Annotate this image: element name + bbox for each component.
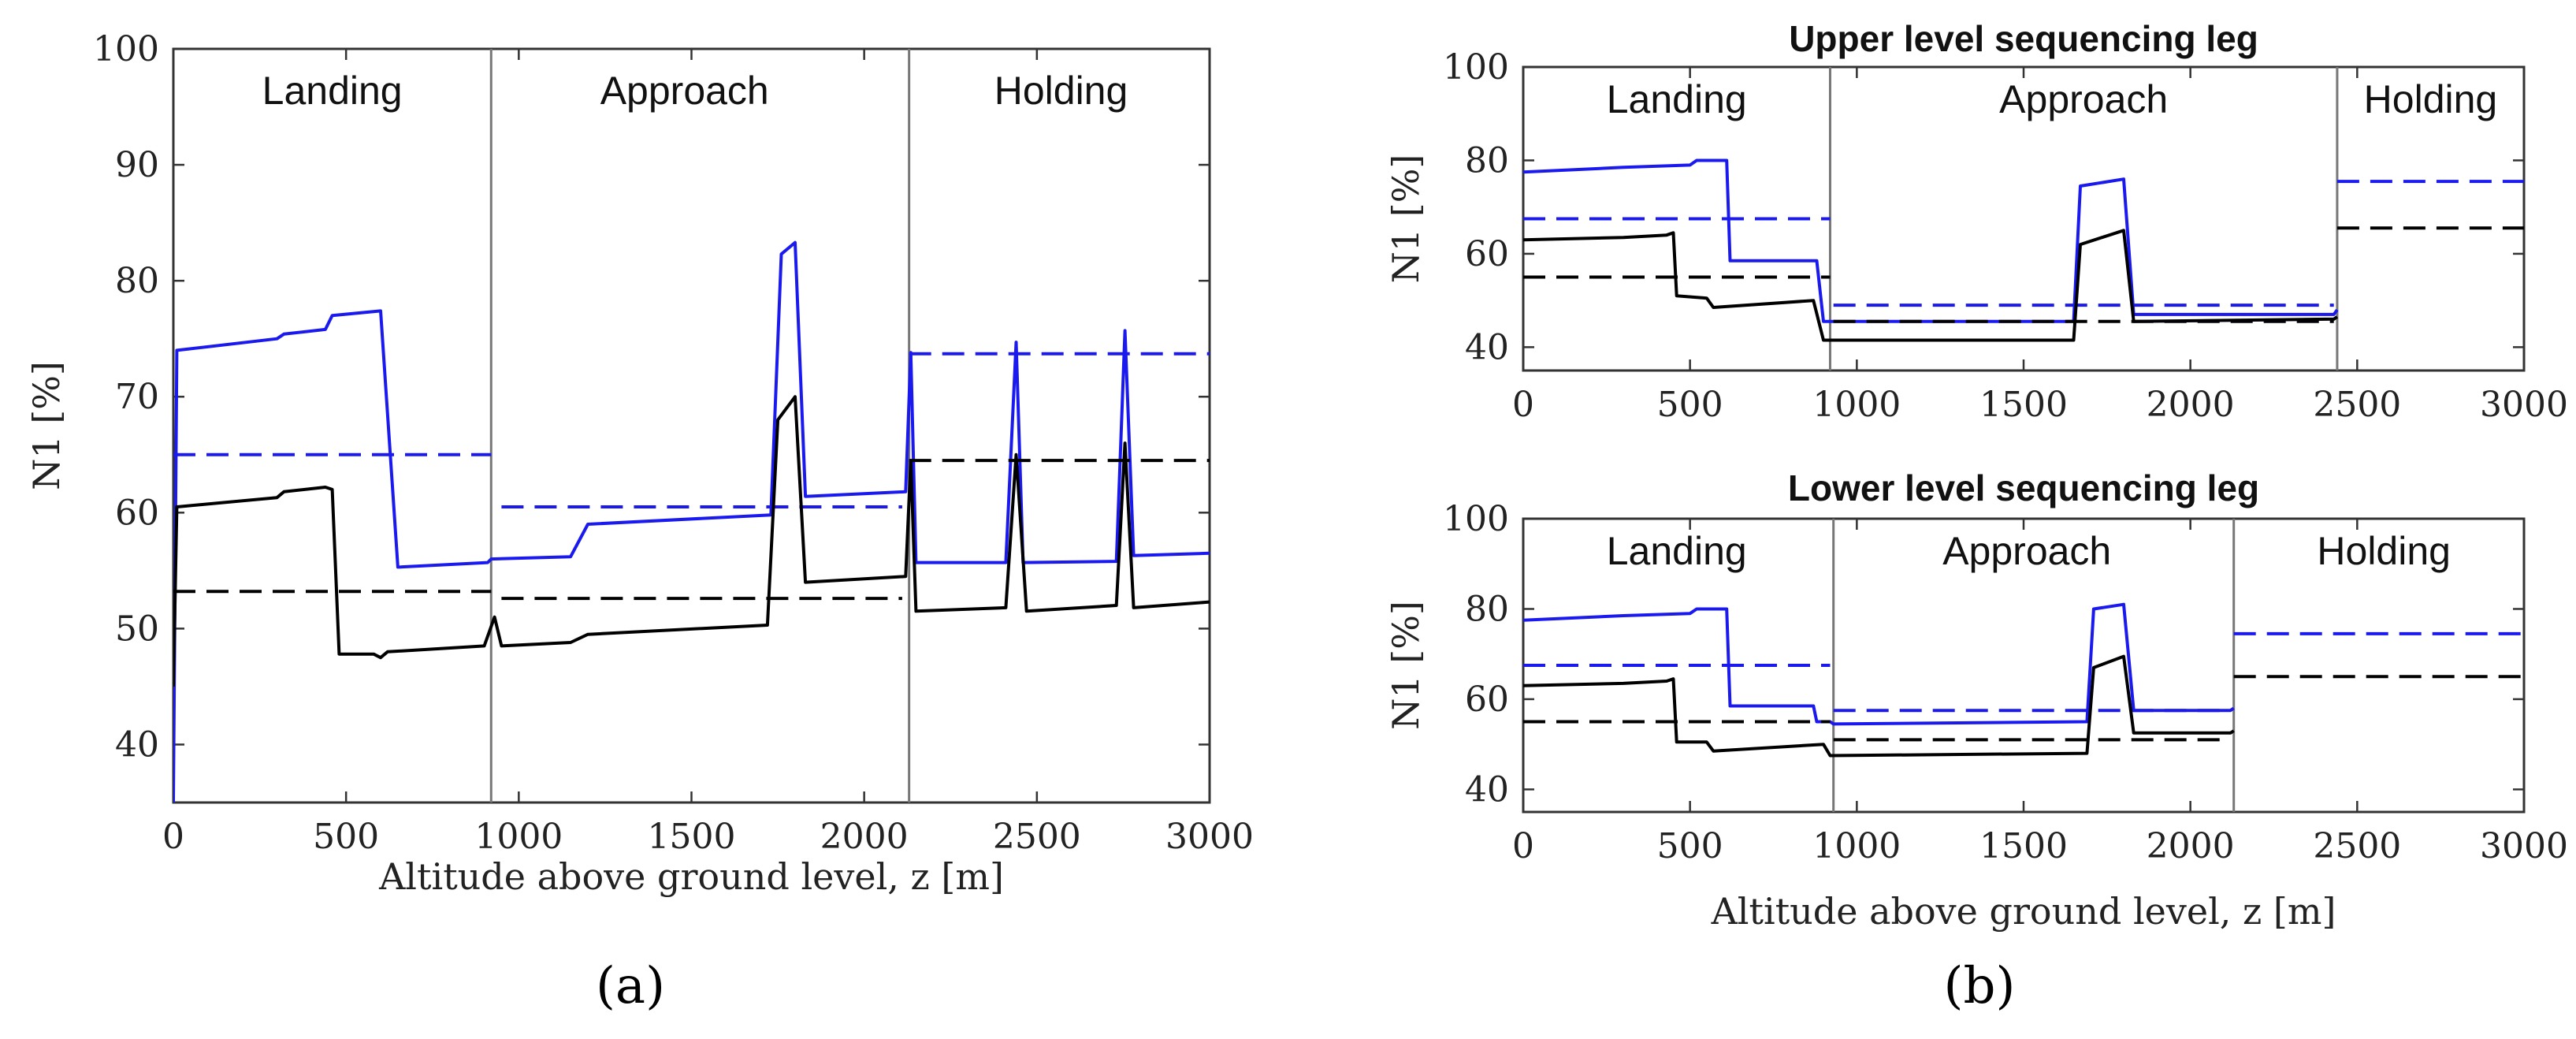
- x-tick-label: 0: [1512, 826, 1534, 866]
- series-line-blue-solid: [173, 240, 1210, 803]
- series-line-black-solid: [1523, 229, 2339, 342]
- chart-title: Lower level sequencing leg: [1788, 467, 2259, 508]
- phase-label-holding: Holding: [994, 69, 1128, 113]
- y-tick-label: 60: [115, 493, 159, 533]
- chart-b-lower: 0 500 1000 1500 2000 2500 3000 40 60 80 100 Landing…: [1385, 467, 2568, 933]
- x-tick-label: 1500: [1979, 826, 2068, 866]
- y-tick-label: 100: [1443, 499, 1509, 539]
- phase-label-approach: Approach: [600, 69, 769, 113]
- series-line-blue-dashed: [173, 352, 1210, 508]
- y-tick-label: 70: [115, 377, 159, 417]
- phase-label-holding: Holding: [2317, 529, 2451, 573]
- y-tick-label: 50: [115, 609, 159, 649]
- phase-label-approach: Approach: [1942, 529, 2111, 573]
- x-tick-label: 1000: [474, 817, 563, 857]
- series-line-blue-dashed: [1523, 631, 2524, 713]
- y-tick-label: 80: [1465, 589, 1509, 629]
- phase-label-holding: Holding: [2364, 77, 2498, 121]
- y-axis-label: N1 [%]: [1385, 155, 1427, 284]
- chart-title: Upper level sequencing leg: [1789, 18, 2258, 59]
- y-tick-label: 60: [1465, 234, 1509, 274]
- x-tick-label: 3000: [2480, 826, 2568, 866]
- chart-a: 0 500 1000 1500 2000 2500 3000 40 50 60 70 80 90 100 L…: [25, 29, 1254, 1015]
- series-line-black-solid: [173, 395, 1210, 687]
- y-tick-label: 80: [1465, 140, 1509, 181]
- series-line-blue-solid: [1523, 158, 2339, 323]
- phase-label-landing: Landing: [1607, 77, 1747, 121]
- phase-label-approach: Approach: [1999, 77, 2168, 121]
- series-line-black-dashed: [1523, 226, 2524, 323]
- x-tick-label: 500: [313, 817, 379, 857]
- y-tick-label: 80: [115, 261, 159, 301]
- series-line-black-solid: [1523, 654, 2235, 758]
- y-tick-label: 60: [1465, 680, 1509, 720]
- y-tick-label: 40: [1465, 327, 1509, 367]
- y-tick-label: 100: [1443, 47, 1509, 88]
- y-axis-label: N1 [%]: [25, 361, 68, 490]
- x-tick-label: 3000: [1165, 817, 1254, 857]
- series-line-black-dashed: [173, 459, 1210, 601]
- x-axis-label: Altitude above ground level, z [m]: [1711, 890, 2336, 933]
- x-tick-label: 2500: [2313, 385, 2401, 425]
- x-tick-label: 2500: [993, 817, 1081, 857]
- series-line-blue-dashed: [1523, 180, 2524, 307]
- x-tick-label: 0: [1512, 385, 1534, 425]
- plot-frame: [172, 47, 1211, 804]
- y-axis-label: N1 [%]: [1385, 601, 1427, 730]
- x-tick-label: 2000: [2147, 385, 2235, 425]
- x-tick-label: 3000: [2480, 385, 2568, 425]
- x-tick-label: 2500: [2313, 826, 2401, 866]
- y-tick-label: 40: [1465, 769, 1509, 810]
- y-tick-label: 100: [93, 29, 159, 69]
- x-tick-label: 1500: [1979, 385, 2068, 425]
- panel-label: (b): [1944, 957, 2016, 1015]
- y-tick-label: 40: [115, 724, 159, 765]
- x-tick-label: 0: [162, 817, 184, 857]
- series-line-black-dashed: [1523, 675, 2524, 742]
- y-tick-label: 90: [115, 145, 159, 185]
- x-tick-label: 1000: [1812, 826, 1901, 866]
- x-tick-label: 500: [1657, 385, 1723, 425]
- x-tick-label: 1500: [648, 817, 736, 857]
- phase-label-landing: Landing: [262, 69, 403, 113]
- x-axis-label: Altitude above ground level, z [m]: [378, 855, 1004, 898]
- x-tick-label: 2000: [2147, 826, 2235, 866]
- phase-label-landing: Landing: [1607, 529, 1747, 573]
- panel-label: (a): [596, 957, 665, 1015]
- chart-b-upper: 0 500 1000 1500 2000 2500 3000406080100Landing…: [1385, 18, 2568, 1015]
- x-tick-label: 1000: [1812, 385, 1901, 425]
- x-tick-label: 500: [1657, 826, 1723, 866]
- x-tick-label: 2000: [820, 817, 909, 857]
